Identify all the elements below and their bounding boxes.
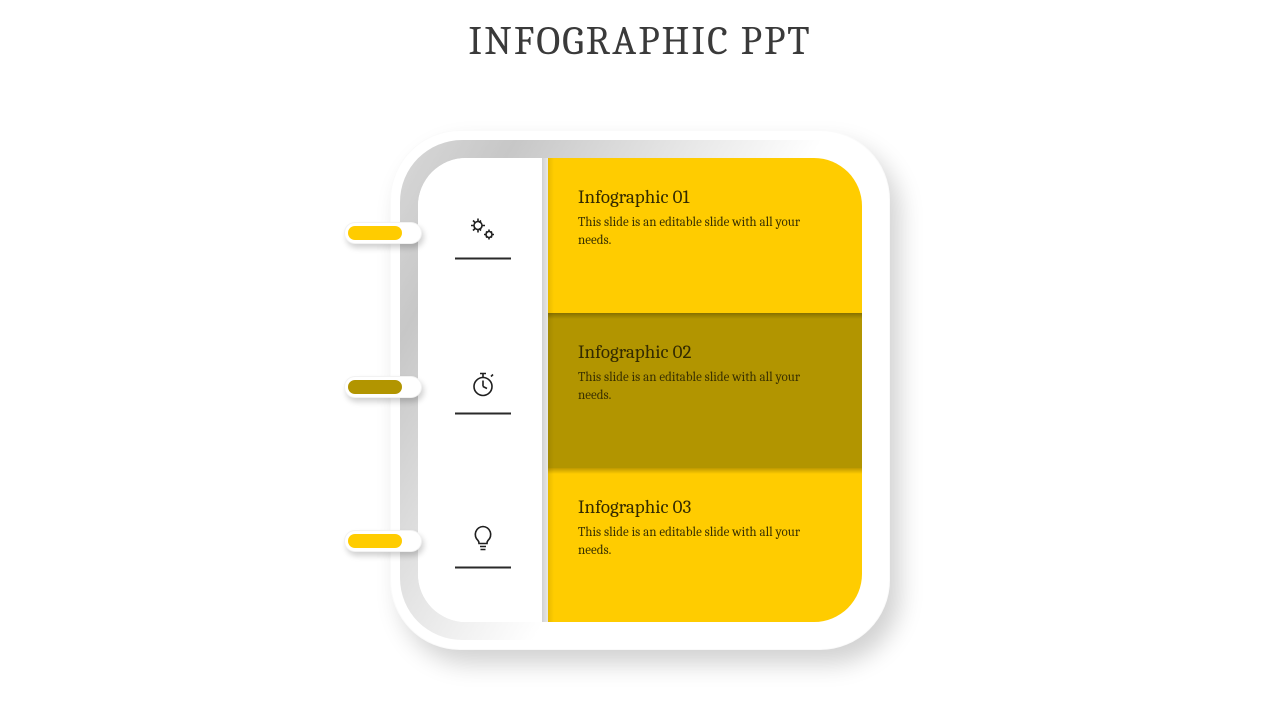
panel-body-1: This slide is an editable slide with all… [548, 214, 862, 249]
inner-card: Infographic 01 This slide is an editable… [418, 158, 862, 622]
panel-2: Infographic 02 This slide is an editable… [548, 313, 862, 468]
spiral-tab-fill-1 [348, 226, 402, 240]
icon-cell-1 [418, 158, 548, 313]
icons-column [418, 158, 548, 622]
panel-body-3: This slide is an editable slide with all… [548, 524, 862, 559]
panel-bg-1: Infographic 01 This slide is an editable… [548, 158, 862, 313]
spiral-tab-1 [344, 222, 422, 244]
page-title: INFOGRAPHIC PPT [0, 0, 1280, 64]
panel-body-2: This slide is an editable slide with all… [548, 369, 862, 404]
icon-underline-2 [455, 412, 511, 414]
panel-bg-2: Infographic 02 This slide is an editable… [548, 313, 862, 468]
bulb-icon [467, 541, 499, 558]
stopwatch-icon [467, 386, 499, 403]
outer-card: Infographic 01 This slide is an editable… [390, 130, 890, 650]
spiral-tab-2 [344, 376, 422, 398]
spiral-tab-fill-3 [348, 534, 402, 548]
icon-cell-3 [418, 468, 548, 622]
icon-cell-2 [418, 313, 548, 468]
spiral-tab-3 [344, 530, 422, 552]
panel-title-1: Infographic 01 [548, 158, 862, 214]
gears-icon [467, 231, 499, 248]
panels-column: Infographic 01 This slide is an editable… [548, 158, 862, 622]
spiral-tab-fill-2 [348, 380, 402, 394]
panel-3: Infographic 03 This slide is an editable… [548, 468, 862, 622]
panel-title-2: Infographic 02 [548, 313, 862, 369]
infographic-stage: Infographic 01 This slide is an editable… [390, 130, 890, 650]
panel-bg-3: Infographic 03 This slide is an editable… [548, 468, 862, 622]
panel-title-3: Infographic 03 [548, 468, 862, 524]
icon-underline-1 [455, 257, 511, 259]
icon-underline-3 [455, 567, 511, 569]
panel-1: Infographic 01 This slide is an editable… [548, 158, 862, 313]
